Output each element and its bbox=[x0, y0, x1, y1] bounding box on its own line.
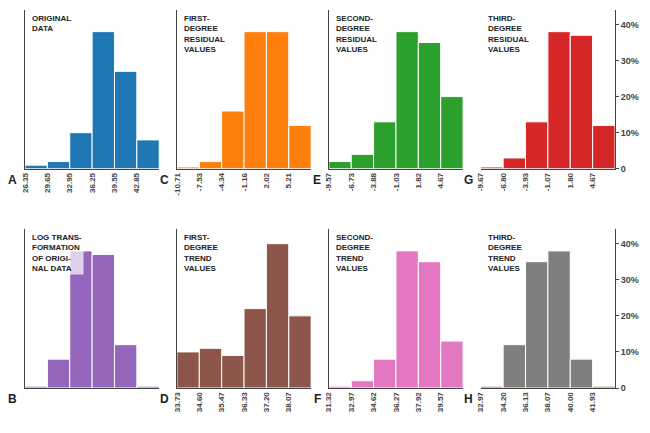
svg-text:32.97: 32.97 bbox=[476, 392, 485, 413]
svg-text:-4.34: -4.34 bbox=[217, 172, 226, 191]
svg-text:THIRD-DEGREETRENDVALUES: THIRD-DEGREETRENDVALUES bbox=[488, 233, 522, 273]
svg-text:29.65: 29.65 bbox=[43, 172, 52, 193]
svg-text:SECOND-DEGREETRENDVALUES: SECOND-DEGREETRENDVALUES bbox=[336, 233, 373, 273]
svg-text:37.92: 37.92 bbox=[414, 392, 423, 413]
svg-text:36.33: 36.33 bbox=[240, 392, 249, 413]
svg-text:36.25: 36.25 bbox=[88, 172, 97, 193]
svg-text:30%: 30% bbox=[621, 56, 639, 66]
svg-text:2.02: 2.02 bbox=[262, 172, 271, 188]
svg-text:34.20: 34.20 bbox=[499, 392, 508, 413]
svg-text:FIRST-DEGREETRENDVALUES: FIRST-DEGREETRENDVALUES bbox=[184, 233, 218, 273]
svg-text:40%: 40% bbox=[621, 239, 639, 249]
svg-text:SECOND-DEGREERESIDUALVALUES: SECOND-DEGREERESIDUALVALUES bbox=[336, 14, 377, 54]
svg-text:-9.67: -9.67 bbox=[476, 172, 485, 191]
svg-text:20%: 20% bbox=[621, 311, 639, 321]
svg-text:10%: 10% bbox=[621, 347, 639, 357]
svg-text:1.80: 1.80 bbox=[566, 172, 575, 188]
svg-text:36.13: 36.13 bbox=[521, 392, 530, 413]
svg-text:32.97: 32.97 bbox=[347, 392, 356, 413]
svg-text:-1.07: -1.07 bbox=[543, 172, 552, 191]
svg-text:35.47: 35.47 bbox=[217, 392, 226, 413]
svg-text:C: C bbox=[160, 173, 169, 187]
svg-text:10%: 10% bbox=[621, 128, 639, 138]
svg-text:39.55: 39.55 bbox=[110, 172, 119, 193]
svg-text:41.93: 41.93 bbox=[588, 392, 597, 413]
svg-text:42.85: 42.85 bbox=[132, 172, 141, 193]
svg-text:5.21: 5.21 bbox=[284, 172, 293, 188]
svg-text:-10.71: -10.71 bbox=[173, 172, 182, 195]
svg-text:39.57: 39.57 bbox=[436, 392, 445, 413]
svg-text:0: 0 bbox=[621, 164, 626, 174]
svg-text:ORIGINALDATA: ORIGINALDATA bbox=[32, 14, 71, 33]
svg-text:33.73: 33.73 bbox=[173, 392, 182, 413]
svg-text:34.60: 34.60 bbox=[195, 392, 204, 413]
svg-text:4.67: 4.67 bbox=[436, 172, 445, 188]
svg-text:B: B bbox=[8, 392, 17, 406]
svg-text:THIRD-DEGREERESIDUALVALUES: THIRD-DEGREERESIDUALVALUES bbox=[488, 14, 529, 54]
svg-text:LOG TRANS-FORMATIONOF ORIGI-NA: LOG TRANS-FORMATIONOF ORIGI-NAL DATA bbox=[32, 233, 82, 273]
svg-text:-6.80: -6.80 bbox=[499, 172, 508, 191]
svg-text:D: D bbox=[160, 392, 169, 406]
svg-text:H: H bbox=[464, 392, 473, 406]
svg-text:A: A bbox=[8, 173, 17, 187]
svg-text:40%: 40% bbox=[621, 20, 639, 30]
svg-text:-9.57: -9.57 bbox=[324, 172, 333, 191]
svg-text:-7.53: -7.53 bbox=[195, 172, 204, 191]
svg-text:-1.16: -1.16 bbox=[240, 172, 249, 191]
svg-text:32.95: 32.95 bbox=[65, 172, 74, 193]
svg-text:31.32: 31.32 bbox=[324, 392, 333, 413]
svg-text:G: G bbox=[464, 173, 473, 187]
svg-text:-6.73: -6.73 bbox=[347, 172, 356, 191]
svg-text:26.35: 26.35 bbox=[21, 172, 30, 193]
svg-text:0: 0 bbox=[621, 383, 626, 393]
svg-text:-3.93: -3.93 bbox=[521, 172, 530, 191]
svg-text:1.82: 1.82 bbox=[414, 172, 423, 188]
svg-text:F: F bbox=[314, 392, 321, 406]
svg-text:E: E bbox=[313, 173, 321, 187]
svg-text:34.62: 34.62 bbox=[369, 392, 378, 413]
svg-text:38.07: 38.07 bbox=[284, 392, 293, 413]
svg-text:38.07: 38.07 bbox=[543, 392, 552, 413]
svg-text:36.27: 36.27 bbox=[392, 392, 401, 413]
svg-text:FIRST-DEGREERESIDUALVALUES: FIRST-DEGREERESIDUALVALUES bbox=[184, 14, 225, 54]
svg-text:37.20: 37.20 bbox=[262, 392, 271, 413]
svg-text:-3.88: -3.88 bbox=[369, 172, 378, 191]
svg-text:20%: 20% bbox=[621, 92, 639, 102]
svg-text:40.00: 40.00 bbox=[566, 392, 575, 413]
svg-text:4.67: 4.67 bbox=[588, 172, 597, 188]
svg-text:-1.03: -1.03 bbox=[392, 172, 401, 191]
svg-text:30%: 30% bbox=[621, 275, 639, 285]
